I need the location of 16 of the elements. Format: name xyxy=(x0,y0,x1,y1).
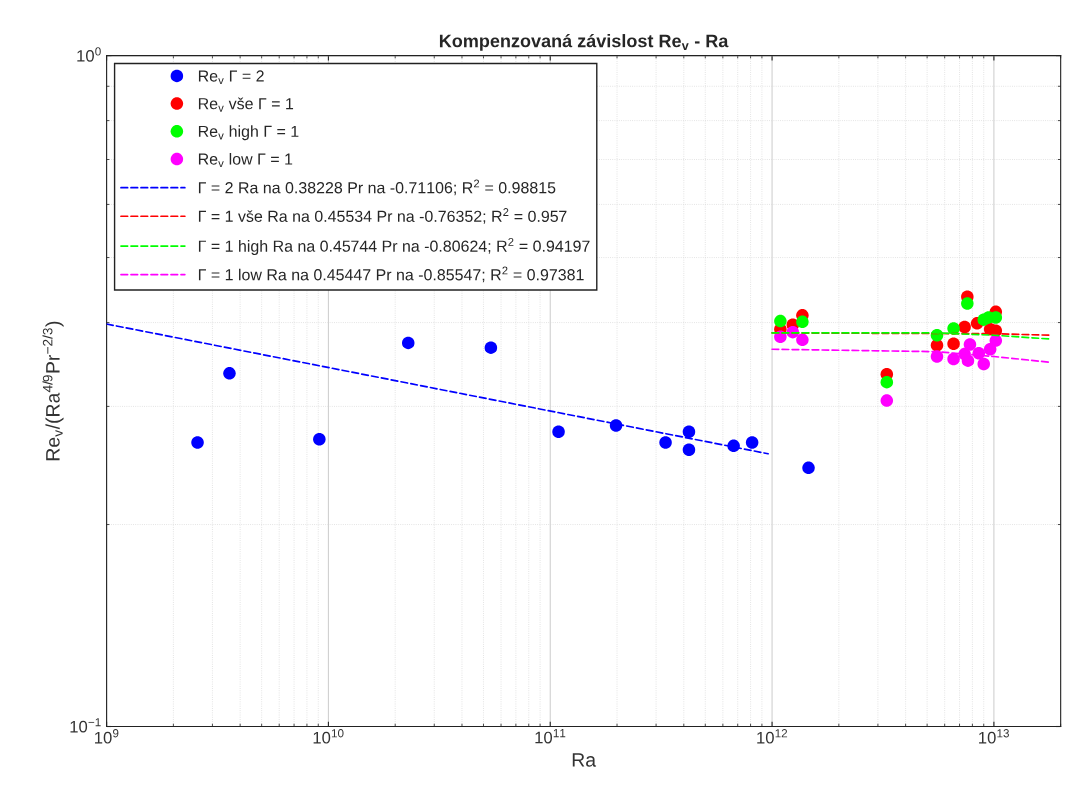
x-tick-label: 10$^{12}$ xyxy=(757,729,788,744)
y-tick-label: 10$^{0}$ xyxy=(77,47,101,62)
x-tick-label: 10$^{11}$ xyxy=(535,729,566,744)
legend-label: Γ = 1 low Ra na 0.45447 Pr na -0.85547; R$^{2}$ = 0.97381 xyxy=(198,266,584,283)
legend-label: Re$_{v}$ high Γ = 1 xyxy=(198,125,299,141)
x-axis-title: Ra xyxy=(572,753,597,767)
legend-label: Re$_{v}$ vše Γ = 1 xyxy=(198,97,294,112)
legend-label: Γ = 1 vše Ra na 0.45534 Pr na -0.76352; R$^{2}$ = 0.957 xyxy=(198,208,567,224)
legend-label: Γ = 2 Ra na 0.38228 Pr na -0.71106; R$^{2}$ = 0.98815 xyxy=(198,179,556,196)
chart-title: Kompenzovaná závislost Re$_{v}$ - Ra xyxy=(439,33,729,51)
legend-label: Re$_{v}$ Γ = 2 xyxy=(198,70,264,85)
x-tick-label: 10$^{13}$ xyxy=(979,729,1009,744)
legend-label: Re$_{v}$ low Γ = 1 xyxy=(198,153,293,168)
y-axis-title: Re$_{v}$/(Ra$^{4/9}$Pr$^{−2/3}$) xyxy=(42,321,64,461)
legend-label: Γ = 1 high Ra na 0.45744 Pr na -0.80624; R$^{2}$ = 0.94197 xyxy=(198,237,590,255)
x-tick-label: 10$^{10}$ xyxy=(313,729,344,744)
